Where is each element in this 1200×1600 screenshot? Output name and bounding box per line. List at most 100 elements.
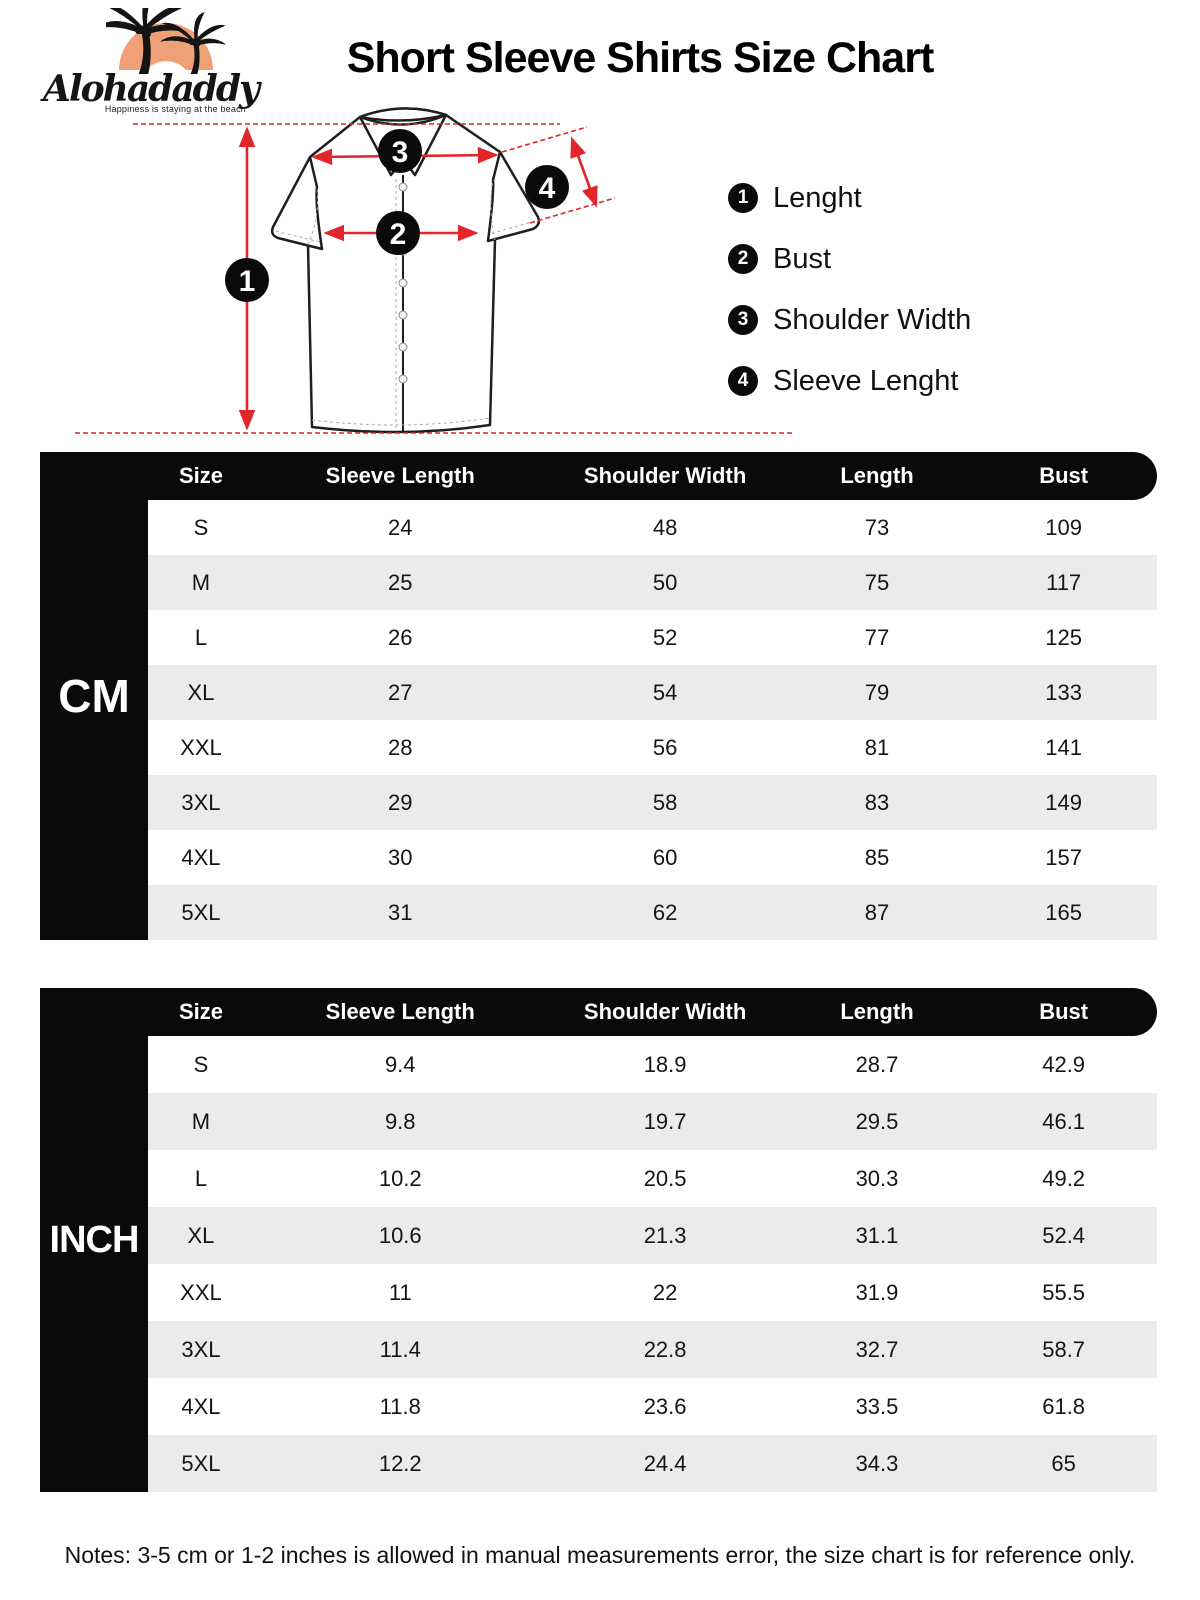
- measurement-guide-lines: [75, 123, 795, 434]
- table-cell: 10.6: [378, 1222, 422, 1248]
- column-header: Bust: [1039, 999, 1089, 1024]
- table-cell: XL: [187, 1222, 215, 1248]
- inch-table-body: S 9.4 18.9 28.7 42.9 M 9.8 19.7 29.5 46.1 L 10.2 20.…: [148, 1036, 1157, 1492]
- table-row: 5XL 12.2 24.4 34.3 65: [148, 1435, 1157, 1492]
- table-row: M 9.8 19.7 29.5 46.1: [148, 1093, 1157, 1150]
- page-title: Short Sleeve Shirts Size Chart: [346, 34, 935, 82]
- table-cell: 81: [864, 734, 890, 760]
- legend-label: Sleeve Lenght: [773, 364, 959, 397]
- table-cell: L: [194, 1165, 208, 1191]
- sleeve-length-arrow: [570, 136, 598, 208]
- table-row: M 25 50 75 117: [148, 555, 1157, 610]
- table-cell: 24: [388, 514, 413, 540]
- table-cell: 141: [1045, 734, 1082, 760]
- table-cell: 18.9: [643, 1051, 687, 1077]
- legend-label: Shoulder Width: [773, 303, 972, 336]
- table-cell: 21.3: [643, 1222, 687, 1248]
- table-cell: 29.5: [855, 1108, 899, 1134]
- column-header: Shoulder Width: [583, 999, 747, 1024]
- column-header: Size: [178, 463, 223, 488]
- table-cell: 133: [1045, 679, 1082, 705]
- table-cell: 75: [864, 569, 890, 595]
- table-cell: 52.4: [1042, 1222, 1086, 1248]
- table-cell: L: [194, 624, 208, 650]
- table-cell: 25: [388, 569, 413, 595]
- table-cell: XXL: [180, 734, 222, 760]
- table-cell: 109: [1045, 514, 1082, 540]
- cm-table-header-row: Size Sleeve Length Shoulder Width Length Bus…: [148, 452, 1157, 500]
- table-cell: 56: [652, 734, 678, 760]
- table-cell: 11.4: [379, 1336, 421, 1362]
- cm-unit-label: CM: [40, 452, 148, 940]
- table-cell: 73: [864, 514, 890, 540]
- table-cell: 34.3: [855, 1450, 899, 1476]
- table-cell: 61.8: [1042, 1393, 1086, 1419]
- table-row: L 26 52 77 125: [148, 610, 1157, 665]
- table-cell: 20.5: [643, 1165, 687, 1191]
- legend-item: 1 Lenght: [728, 182, 971, 214]
- table-cell: 9.8: [384, 1108, 416, 1134]
- legend-item: 2 Bust: [728, 243, 971, 275]
- table-cell: 46.1: [1042, 1108, 1086, 1134]
- column-header: Bust: [1039, 463, 1089, 488]
- table-cell: 24.4: [643, 1450, 687, 1476]
- table-cell: 28.7: [855, 1051, 899, 1077]
- table-cell: 19.7: [643, 1108, 687, 1134]
- table-cell: 23.6: [643, 1393, 687, 1419]
- table-cell: 31.9: [855, 1279, 899, 1305]
- table-cell: 11.8: [379, 1393, 421, 1419]
- legend: 1 Lenght 2 Bust 3 Shoulder Width 4 Sleeve Lengh…: [728, 182, 972, 397]
- table-cell: 31: [388, 899, 413, 925]
- table-cell: M: [191, 569, 211, 595]
- table-cell: XL: [187, 679, 215, 705]
- palm-sun-logo-icon: [106, 8, 226, 74]
- palm-tree-right-icon: [160, 12, 226, 74]
- diagram-number-badges: 1 2 3 4: [225, 129, 569, 302]
- table-cell: 5XL: [181, 1450, 221, 1476]
- notes-text: Notes: 3-5 cm or 1-2 inches is allowed i…: [64, 1542, 1136, 1568]
- table-cell: 30.3: [855, 1165, 899, 1191]
- table-cell: 149: [1045, 789, 1082, 815]
- inch-table-main: Size Sleeve Length Shoulder Width Length Bus…: [148, 988, 1157, 1492]
- palm-tree-left-icon: [106, 8, 188, 74]
- column-header: Shoulder Width: [583, 463, 747, 488]
- table-cell: 58: [652, 789, 678, 815]
- cm-size-table: CM Size Sleeve Length Shoulder Width Length…: [40, 452, 1157, 940]
- table-row: 4XL 11.8 23.6 33.5 61.8: [148, 1378, 1157, 1435]
- table-cell: 55.5: [1042, 1279, 1086, 1305]
- table-cell: 77: [864, 624, 890, 650]
- table-cell: 28: [388, 734, 413, 760]
- legend-number-badge: 1: [728, 183, 758, 213]
- table-row: L 10.2 20.5 30.3 49.2: [148, 1150, 1157, 1207]
- table-cell: 52: [652, 624, 678, 650]
- table-cell: 49.2: [1042, 1165, 1086, 1191]
- column-header: Length: [840, 463, 914, 488]
- table-cell: 30: [388, 844, 413, 870]
- legend-number-badge: 4: [728, 366, 758, 396]
- table-row: S 9.4 18.9 28.7 42.9: [148, 1036, 1157, 1093]
- table-cell: 4XL: [181, 1393, 221, 1419]
- badge-3-circle: [378, 129, 422, 173]
- cm-table-main: Size Sleeve Length Shoulder Width Length Bus…: [148, 452, 1157, 940]
- table-row: 4XL 30 60 85 157: [148, 830, 1157, 885]
- table-cell: 157: [1045, 844, 1082, 870]
- badge-2-circle: [376, 211, 420, 255]
- table-cell: M: [191, 1108, 211, 1134]
- table-cell: 60: [652, 844, 678, 870]
- column-header: Size: [178, 999, 223, 1024]
- table-row: S 24 48 73 109: [148, 500, 1157, 555]
- table-row: XL 10.6 21.3 31.1 52.4: [148, 1207, 1157, 1264]
- table-cell: 27: [388, 679, 413, 705]
- badge-1-number: 1: [239, 265, 256, 298]
- table-cell: 85: [864, 844, 890, 870]
- table-cell: 3XL: [181, 789, 221, 815]
- table-cell: 29: [388, 789, 413, 815]
- table-cell: S: [193, 1051, 209, 1077]
- table-cell: 87: [864, 899, 890, 925]
- cm-table-body: S 24 48 73 109 M 25 50 75 117 L 26 52 77 125 XL 27 54 79 13…: [148, 500, 1157, 940]
- table-cell: 65: [1051, 1450, 1076, 1476]
- table-cell: 32.7: [855, 1336, 899, 1362]
- table-cell: 42.9: [1042, 1051, 1086, 1077]
- inch-size-table: INCH Size Sleeve Length Shoulder Width Leng…: [40, 988, 1157, 1492]
